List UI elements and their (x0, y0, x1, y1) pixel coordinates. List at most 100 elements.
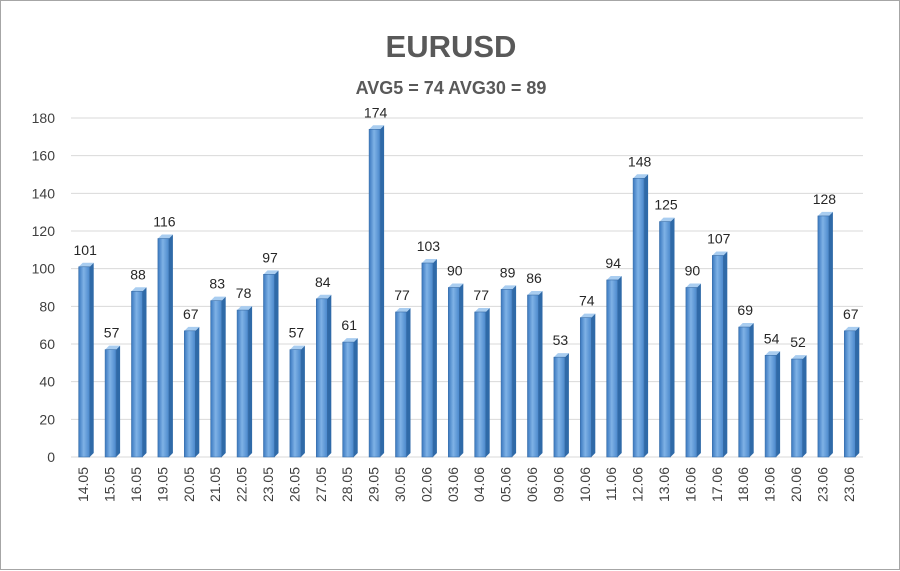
bar-top (712, 251, 728, 256)
data-label: 77 (394, 287, 410, 303)
bar-side (644, 174, 649, 457)
bar (368, 129, 381, 458)
bar-side (459, 283, 464, 457)
x-tick-label: 04.06 (471, 467, 487, 502)
bar-side (353, 338, 358, 457)
bar (210, 300, 222, 458)
data-label: 90 (685, 263, 701, 279)
y-tick-label: 40 (39, 374, 55, 390)
bar (289, 349, 302, 458)
bar-side (221, 296, 226, 457)
bar (421, 262, 434, 458)
bar-top (421, 259, 437, 264)
x-tick-label: 23.06 (814, 467, 830, 502)
x-tick-label: 19.06 (762, 467, 778, 502)
data-label: 57 (104, 325, 120, 341)
x-tick-label: 27.05 (313, 467, 329, 502)
bar (395, 311, 407, 458)
bar (685, 287, 698, 458)
data-label: 116 (153, 214, 176, 230)
bar-side (406, 307, 411, 457)
data-label: 57 (289, 325, 305, 341)
x-tick-label: 23.06 (841, 467, 857, 502)
x-tick-label: 22.05 (234, 467, 250, 502)
data-label: 86 (526, 270, 542, 286)
bar (157, 238, 170, 458)
x-tick-label: 17.06 (709, 467, 725, 502)
bar-top (817, 211, 833, 216)
x-tick-label: 23.05 (260, 467, 276, 502)
data-label: 101 (74, 242, 98, 258)
x-tick-label: 21.05 (207, 467, 223, 502)
data-label: 97 (262, 249, 278, 265)
bar (342, 341, 355, 458)
data-label: 94 (605, 255, 621, 271)
bar-side (485, 307, 490, 457)
bar-top (316, 294, 332, 299)
bar-top (395, 307, 411, 312)
bar-side (195, 326, 200, 457)
bar-top (263, 270, 279, 275)
bar (315, 298, 328, 458)
bar-side (300, 345, 305, 457)
x-tick-label: 20.05 (181, 467, 197, 502)
bar (659, 221, 671, 458)
bar-side (538, 291, 543, 457)
bar (579, 317, 592, 458)
bar-top (685, 283, 701, 288)
bar-side (327, 294, 332, 457)
bar-side (274, 270, 279, 457)
axis: 0 20 40 60 80 100 120 140 160 180 14.05 15.05 16.05 1… (32, 110, 857, 502)
bar (500, 289, 513, 458)
bar-top (844, 326, 860, 331)
bar-side (512, 285, 517, 457)
bar-side (670, 217, 675, 457)
bar-side (591, 313, 596, 457)
y-tick-label: 140 (32, 185, 56, 201)
bar-top (738, 323, 754, 328)
data-label: 78 (236, 285, 252, 301)
x-tick-label: 16.06 (682, 467, 698, 502)
x-tick-label: 11.06 (603, 467, 619, 501)
x-tick-label: 16.05 (128, 467, 144, 502)
bar-top (78, 262, 94, 267)
data-label: 174 (364, 104, 388, 120)
data-label: 148 (628, 153, 652, 169)
bar-side (828, 211, 833, 457)
bar (474, 311, 487, 458)
bar-top (369, 125, 385, 130)
bar (711, 255, 724, 458)
bar-side (564, 353, 569, 457)
data-labels: 101 57 88 116 67 83 78 97 57 84 61 174 77 103 90 77 89 86… (74, 104, 859, 350)
x-tick-label: 30.05 (392, 467, 408, 502)
x-tick-label: 13.06 (656, 467, 672, 502)
data-label: 88 (130, 266, 146, 282)
bar (553, 356, 566, 458)
data-label: 53 (553, 332, 569, 348)
bar-top (474, 307, 490, 312)
bar-top (765, 351, 781, 356)
bar (843, 330, 856, 458)
bar-side (116, 345, 121, 457)
x-tick-label: 14.05 (75, 467, 91, 502)
y-tick-label: 0 (47, 449, 55, 465)
bar-top (105, 345, 121, 350)
bar (184, 330, 196, 458)
bar (447, 287, 460, 458)
bar-top (659, 217, 675, 222)
x-tick-label: 05.06 (498, 467, 514, 502)
bar (632, 177, 645, 458)
bar (606, 279, 619, 458)
chart-subtitle: AVG5 = 74 AVG30 = 89 (356, 78, 547, 98)
data-label: 103 (417, 238, 441, 254)
x-tick-label: 09.06 (550, 467, 566, 502)
bar-side (248, 306, 253, 457)
gridlines (71, 117, 863, 458)
bar (527, 294, 539, 458)
bar-top (289, 345, 305, 350)
bars (78, 125, 860, 458)
data-label: 77 (473, 287, 489, 303)
bar (236, 309, 249, 458)
data-label: 52 (790, 334, 806, 350)
